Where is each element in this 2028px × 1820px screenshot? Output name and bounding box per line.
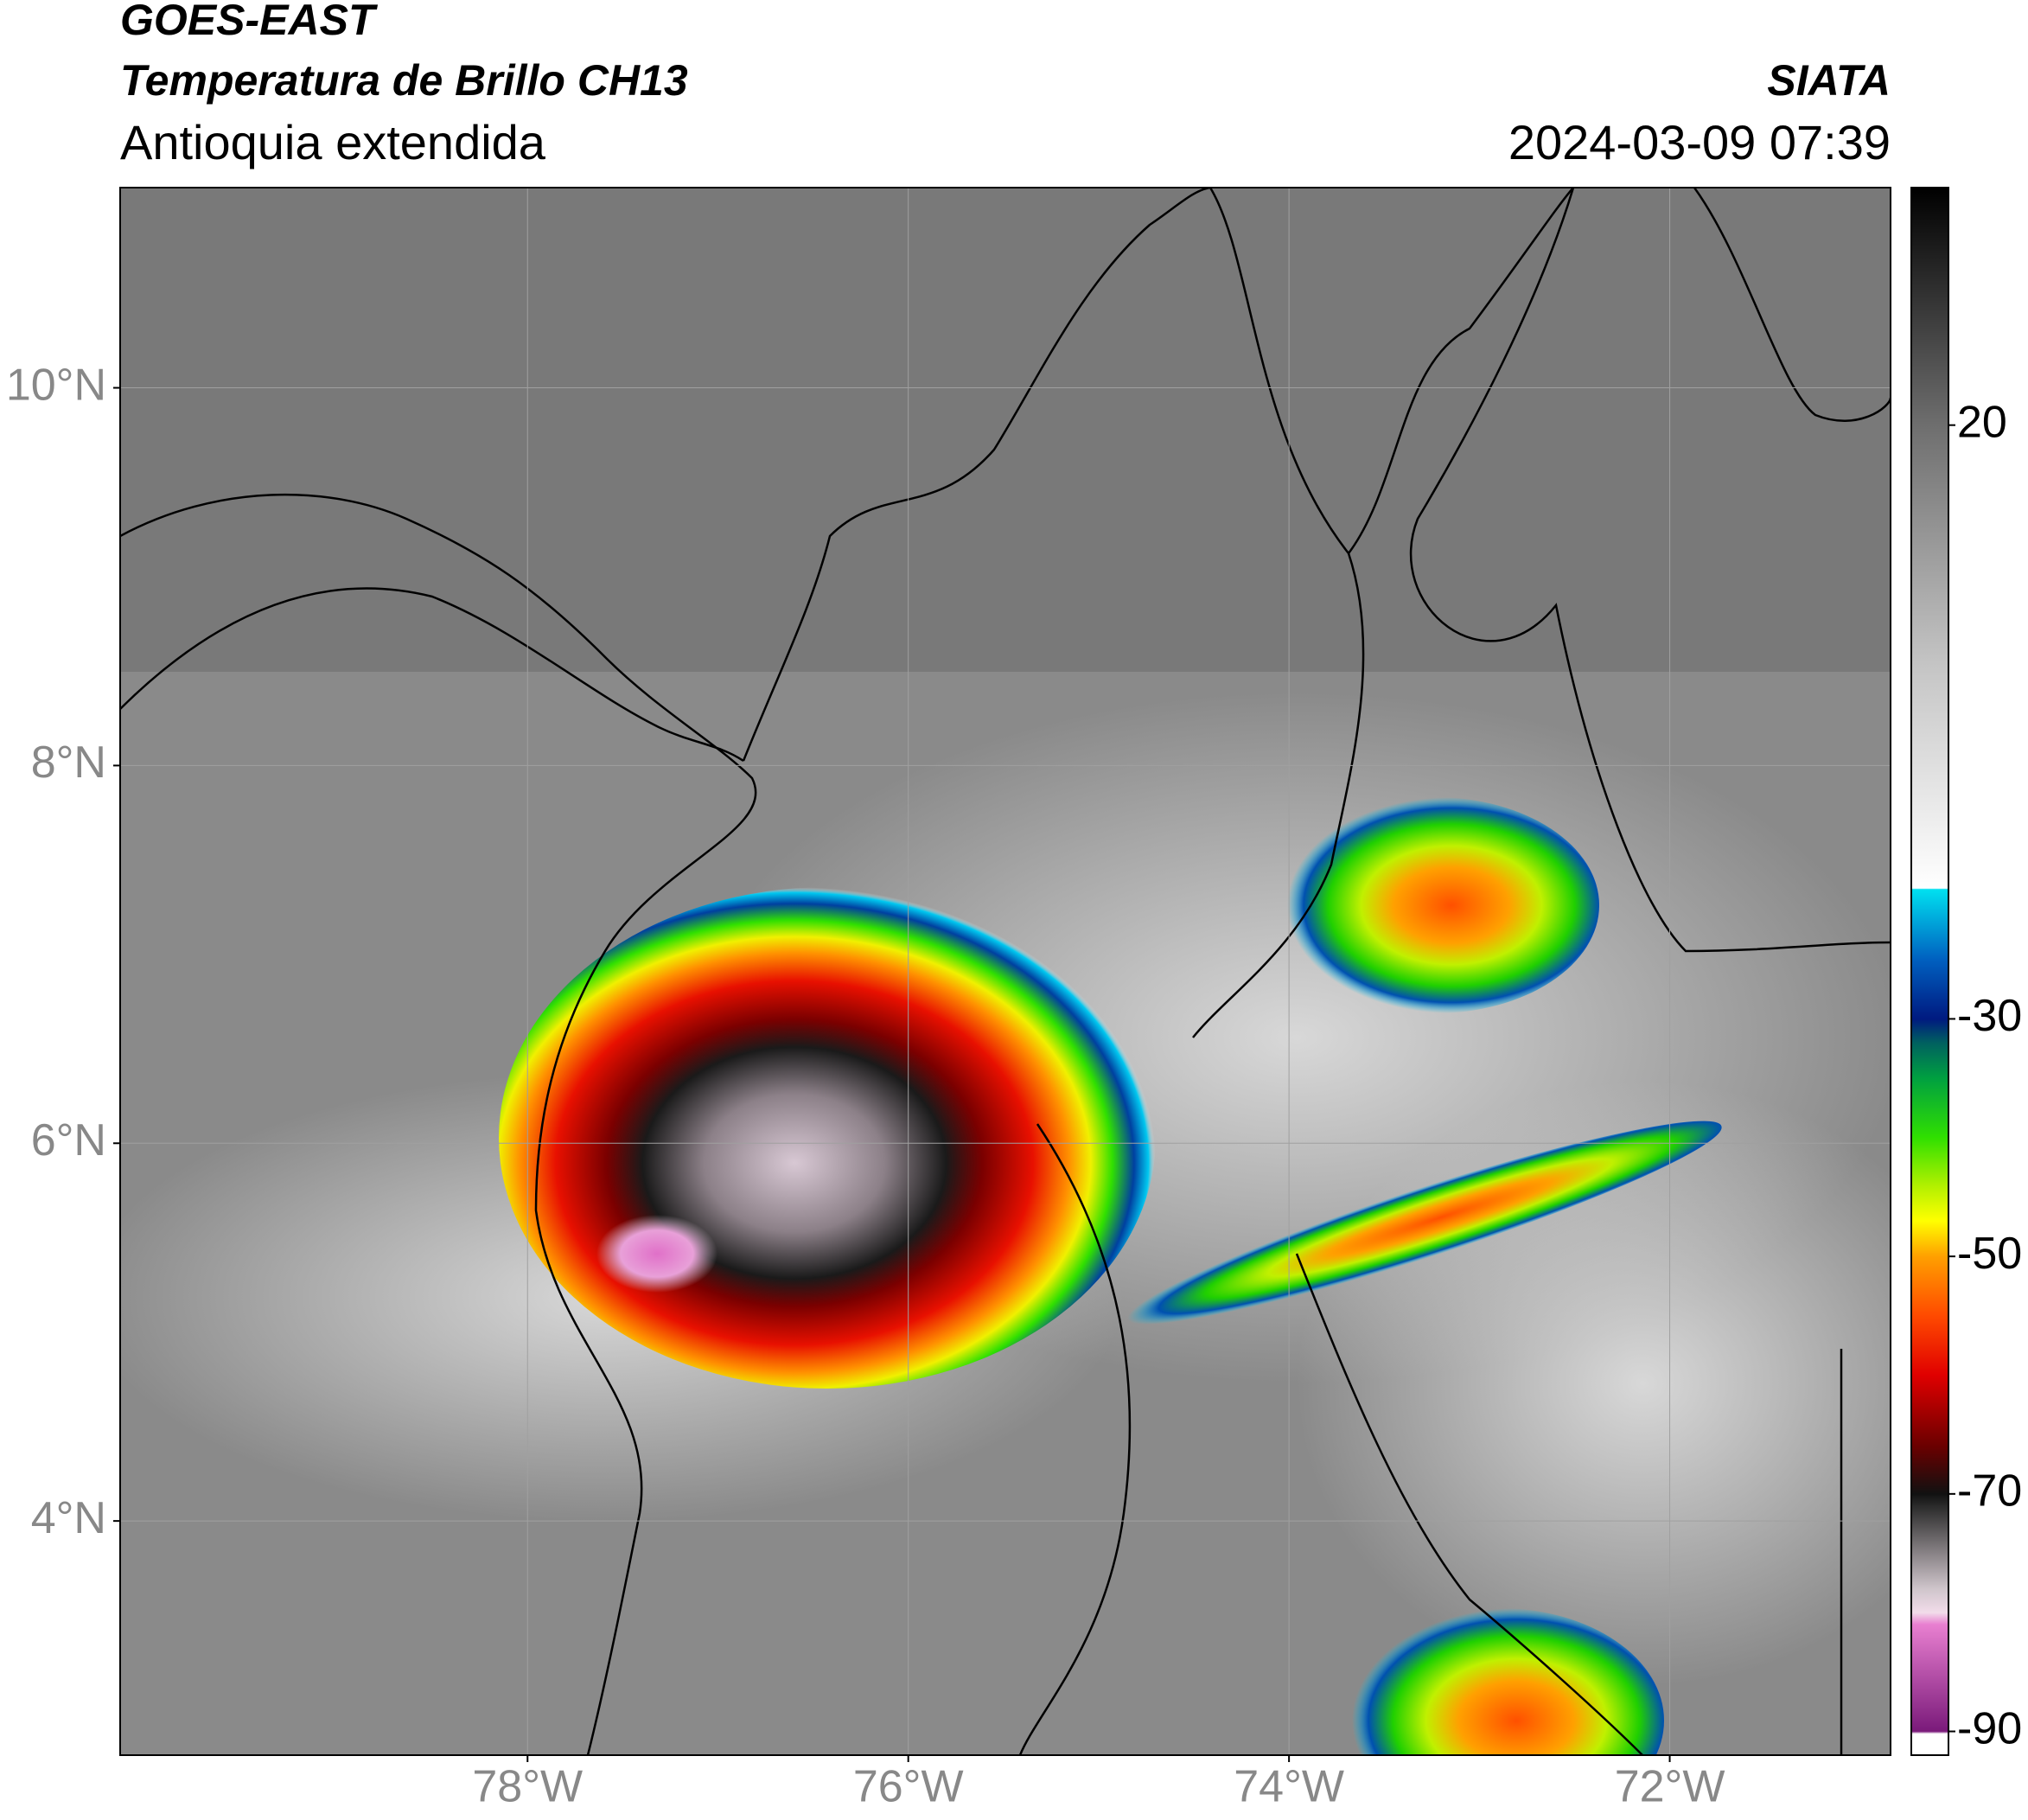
colorbar-tick-label: 20: [1957, 397, 2007, 447]
map-frame: [119, 187, 1891, 1756]
grid: [120, 188, 1891, 1755]
map: [120, 188, 1891, 1755]
colorbar: [1910, 187, 1949, 1756]
storm-cell: [1271, 797, 1599, 1013]
region: Antioquia extendida: [120, 115, 546, 169]
lon-tick-label: 76°W: [853, 1762, 964, 1812]
colorbar-tick-label: -90: [1957, 1703, 2022, 1753]
title: GOES-EAST: [120, 0, 379, 44]
source: SIATA: [1767, 56, 1891, 105]
subtitle: Temperatura de Brillo CH13: [120, 56, 688, 105]
lat-tick-label: 8°N: [31, 738, 106, 788]
colorbar-tick-label: -70: [1957, 1466, 2022, 1517]
lon-tick-label: 74°W: [1234, 1762, 1344, 1812]
storm-cell: [1336, 1608, 1664, 1755]
lon-tick-label: 78°W: [472, 1762, 583, 1812]
lon-tick-label: 72°W: [1615, 1762, 1725, 1812]
lat-tick-label: 6°N: [31, 1115, 106, 1165]
lat-tick-label: 10°N: [6, 360, 106, 410]
lat-tick-label: 4°N: [31, 1493, 106, 1543]
datetime: 2024-03-09 07:39: [1508, 115, 1891, 169]
storm-core: [596, 1215, 717, 1293]
borders: [120, 188, 1891, 1755]
colorbar-tick-label: -50: [1957, 1229, 2022, 1279]
storm-band: [1096, 1121, 1722, 1335]
colorbar-tick-label: -30: [1957, 991, 2022, 1041]
